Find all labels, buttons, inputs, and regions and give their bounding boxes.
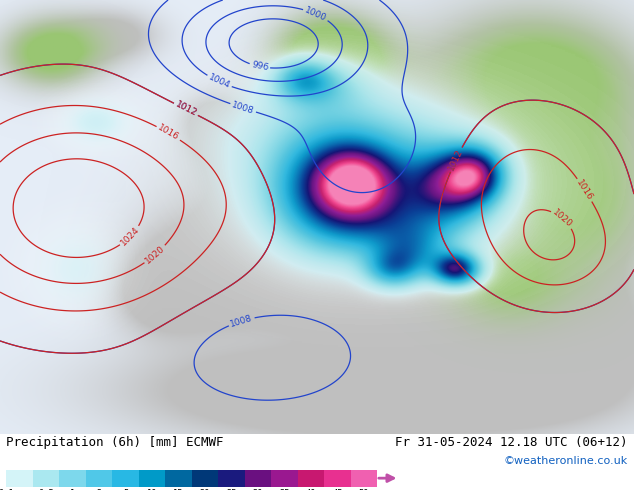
Text: 40: 40 bbox=[306, 489, 316, 490]
Bar bbox=[245, 470, 271, 487]
Text: 15: 15 bbox=[173, 489, 184, 490]
Text: 1016: 1016 bbox=[156, 123, 181, 143]
Text: 1012: 1012 bbox=[447, 147, 465, 172]
Bar bbox=[191, 470, 218, 487]
Bar bbox=[165, 470, 191, 487]
Text: 35: 35 bbox=[279, 489, 290, 490]
Text: 30: 30 bbox=[253, 489, 263, 490]
Text: 1016: 1016 bbox=[575, 178, 595, 202]
Text: 1: 1 bbox=[70, 489, 75, 490]
Text: Fr 31-05-2024 12.18 UTC (06+12): Fr 31-05-2024 12.18 UTC (06+12) bbox=[395, 437, 628, 449]
Text: 25: 25 bbox=[226, 489, 236, 490]
Text: 1020: 1020 bbox=[551, 208, 574, 229]
Bar bbox=[324, 470, 351, 487]
Text: Precipitation (6h) [mm] ECMWF: Precipitation (6h) [mm] ECMWF bbox=[6, 437, 224, 449]
Bar bbox=[351, 470, 377, 487]
Text: 1024: 1024 bbox=[119, 225, 141, 247]
Text: 1020: 1020 bbox=[143, 244, 167, 266]
Bar bbox=[60, 470, 86, 487]
Bar bbox=[298, 470, 324, 487]
Text: 5: 5 bbox=[123, 489, 128, 490]
Bar bbox=[6, 470, 33, 487]
Bar bbox=[139, 470, 165, 487]
Text: 0.1: 0.1 bbox=[0, 489, 14, 490]
Text: 10: 10 bbox=[147, 489, 157, 490]
Text: 996: 996 bbox=[250, 60, 269, 73]
Bar bbox=[218, 470, 245, 487]
Bar bbox=[271, 470, 298, 487]
Text: 0.5: 0.5 bbox=[38, 489, 54, 490]
Text: ©weatheronline.co.uk: ©weatheronline.co.uk bbox=[503, 456, 628, 466]
Bar bbox=[86, 470, 112, 487]
Text: 1008: 1008 bbox=[231, 100, 256, 116]
Text: 45: 45 bbox=[332, 489, 343, 490]
Text: 1000: 1000 bbox=[304, 5, 328, 23]
Bar bbox=[112, 470, 139, 487]
Text: 1004: 1004 bbox=[207, 73, 231, 91]
Text: 2: 2 bbox=[96, 489, 101, 490]
Text: 1012: 1012 bbox=[447, 147, 465, 172]
Text: 50: 50 bbox=[359, 489, 369, 490]
Text: 1008: 1008 bbox=[230, 314, 254, 329]
Text: 1012: 1012 bbox=[174, 100, 198, 119]
Text: 1012: 1012 bbox=[174, 100, 198, 119]
Bar bbox=[33, 470, 60, 487]
Text: 20: 20 bbox=[200, 489, 210, 490]
